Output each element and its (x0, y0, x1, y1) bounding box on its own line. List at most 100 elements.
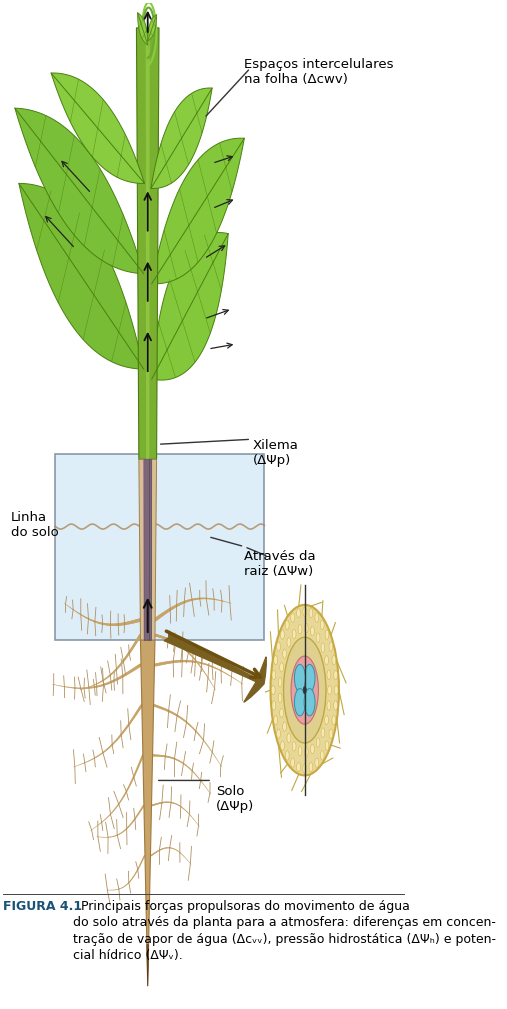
Circle shape (308, 685, 312, 695)
Circle shape (280, 708, 283, 717)
Circle shape (316, 633, 320, 643)
Circle shape (303, 687, 306, 693)
Circle shape (285, 670, 289, 679)
Text: Principais forças propulsoras do movimento de água
do solo através da planta par: Principais forças propulsoras do movimen… (73, 900, 496, 963)
Polygon shape (51, 73, 144, 184)
FancyBboxPatch shape (55, 454, 265, 640)
Text: Através da
raiz (ΔΨw): Através da raiz (ΔΨw) (244, 550, 316, 578)
Circle shape (294, 724, 298, 735)
Circle shape (332, 715, 336, 724)
Circle shape (301, 657, 305, 666)
Circle shape (304, 748, 308, 757)
Text: Solo
(ΔΨp): Solo (ΔΨp) (216, 785, 255, 813)
Circle shape (320, 670, 324, 679)
Circle shape (315, 612, 319, 623)
Circle shape (278, 678, 282, 687)
Circle shape (292, 677, 296, 686)
Circle shape (300, 696, 304, 706)
Circle shape (309, 608, 313, 618)
Circle shape (289, 714, 293, 724)
Circle shape (284, 685, 288, 695)
Circle shape (280, 630, 284, 640)
Circle shape (321, 643, 325, 653)
Circle shape (313, 701, 316, 710)
Polygon shape (152, 138, 244, 284)
Polygon shape (140, 640, 155, 986)
Circle shape (301, 714, 305, 723)
Circle shape (320, 701, 324, 710)
Circle shape (300, 674, 304, 684)
Circle shape (324, 656, 329, 665)
Circle shape (305, 674, 309, 684)
Circle shape (283, 649, 286, 658)
Circle shape (295, 688, 305, 715)
Circle shape (309, 763, 313, 772)
Circle shape (311, 745, 314, 754)
Circle shape (297, 608, 301, 618)
Circle shape (306, 731, 310, 740)
Circle shape (295, 663, 299, 673)
Circle shape (303, 764, 307, 773)
Circle shape (280, 663, 283, 672)
Polygon shape (151, 88, 212, 189)
Circle shape (327, 670, 331, 679)
Circle shape (287, 638, 291, 647)
Polygon shape (147, 944, 149, 986)
Circle shape (325, 630, 329, 640)
Polygon shape (139, 459, 157, 640)
Circle shape (271, 604, 339, 776)
Circle shape (291, 656, 318, 724)
Circle shape (304, 688, 315, 715)
Circle shape (291, 612, 295, 623)
Circle shape (306, 641, 310, 650)
Circle shape (320, 621, 324, 630)
Polygon shape (136, 28, 159, 459)
Circle shape (277, 730, 280, 739)
Circle shape (274, 656, 277, 665)
Circle shape (315, 758, 319, 767)
Circle shape (283, 638, 326, 743)
Circle shape (304, 665, 315, 692)
Circle shape (304, 624, 308, 633)
Circle shape (332, 656, 336, 665)
Polygon shape (152, 232, 228, 380)
Circle shape (321, 685, 325, 695)
Circle shape (292, 630, 296, 639)
Circle shape (308, 659, 311, 668)
Circle shape (305, 696, 309, 706)
Circle shape (271, 685, 275, 695)
Polygon shape (15, 108, 143, 273)
Polygon shape (146, 28, 150, 459)
Circle shape (321, 727, 325, 738)
Circle shape (317, 714, 320, 724)
Circle shape (329, 730, 333, 739)
Circle shape (289, 656, 293, 666)
Circle shape (274, 715, 277, 724)
Circle shape (295, 707, 299, 717)
Circle shape (292, 742, 296, 751)
Polygon shape (143, 459, 152, 640)
Circle shape (294, 646, 298, 655)
Circle shape (285, 751, 289, 760)
Circle shape (314, 685, 318, 695)
Polygon shape (138, 13, 148, 45)
Circle shape (324, 715, 329, 724)
Circle shape (297, 763, 301, 772)
Circle shape (316, 738, 320, 748)
Circle shape (308, 712, 311, 721)
Circle shape (303, 607, 307, 616)
Circle shape (329, 642, 333, 651)
Circle shape (311, 627, 314, 636)
Text: Xilema
(ΔΨp): Xilema (ΔΨp) (252, 439, 298, 467)
Polygon shape (19, 184, 143, 369)
Circle shape (285, 701, 289, 710)
Circle shape (334, 685, 338, 695)
Polygon shape (148, 15, 157, 41)
Circle shape (278, 693, 282, 702)
Circle shape (295, 665, 305, 692)
Circle shape (317, 656, 320, 666)
Circle shape (325, 741, 329, 751)
Circle shape (313, 670, 316, 679)
Circle shape (283, 721, 286, 732)
Circle shape (334, 670, 338, 679)
